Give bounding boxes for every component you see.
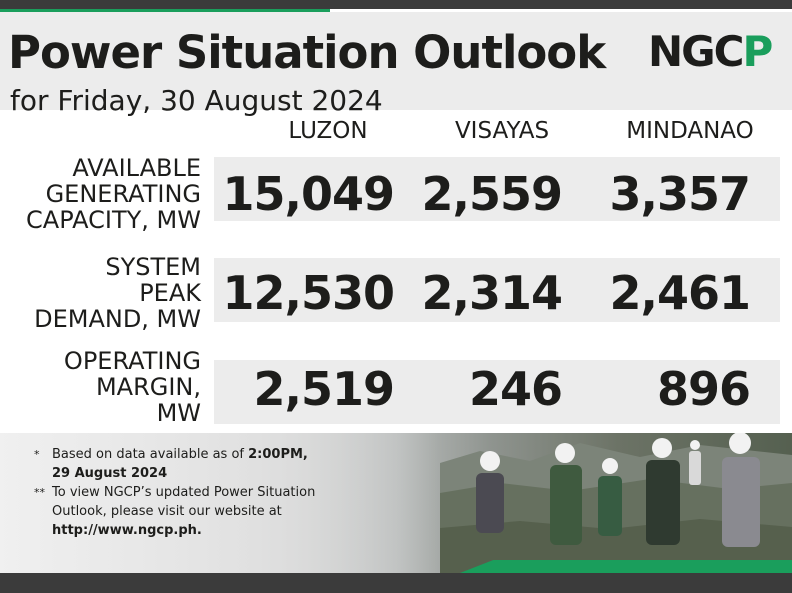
value-mindanao: 3,357 [609, 167, 751, 221]
note-bold-time: 2:00PM, [248, 447, 308, 462]
column-header-luzon: LUZON [288, 118, 368, 144]
footnote-website: ** To view NGCP’s updated Power Situatio… [34, 483, 364, 540]
value-visayas: 246 [468, 362, 563, 416]
row-band [214, 157, 780, 221]
logo-text-green: P [742, 27, 773, 76]
value-luzon: 12,530 [222, 266, 395, 320]
value-luzon: 15,049 [222, 167, 395, 221]
asterisk-mark: * [34, 448, 40, 461]
note-text: Based on data available as of [52, 447, 249, 462]
note-bold-date: 29 August 2024 [52, 466, 168, 481]
bottom-bar [0, 573, 792, 593]
row-label: SYSTEM PEAK DEMAND, MW [34, 253, 201, 333]
linemen-photo-scene [440, 433, 792, 573]
column-header-mindanao: MINDANAO [626, 118, 754, 144]
row-label: OPERATING MARGIN, MW [63, 347, 201, 427]
footnote-data-time: * Based on data available as of 2:00PM, … [34, 445, 364, 483]
page-subtitle: for Friday, 30 August 2024 [10, 84, 383, 117]
note-text: Outlook, please visit our website at [52, 504, 282, 519]
logo-text-dark: NGC [648, 27, 744, 76]
row-label: AVAILABLE GENERATING CAPACITY, MW [26, 154, 201, 234]
workers-figures-icon [476, 433, 760, 547]
footnotes: * Based on data available as of 2:00PM, … [34, 445, 364, 540]
ngcp-logo: NGCP [648, 27, 773, 76]
column-header-visayas: VISAYAS [454, 118, 550, 144]
value-mindanao: 896 [656, 362, 751, 416]
footer-photo-band: * Based on data available as of 2:00PM, … [0, 433, 792, 573]
bottom-accent-stripe [460, 560, 792, 573]
value-mindanao: 2,461 [609, 266, 751, 320]
row-band [214, 360, 780, 424]
footer-fade [0, 433, 440, 573]
value-visayas: 2,559 [421, 167, 563, 221]
top-accent-stripe [0, 9, 330, 12]
top-bar [0, 0, 792, 9]
header: Power Situation Outlook for Friday, 30 A… [0, 12, 792, 117]
value-luzon: 2,519 [253, 362, 395, 416]
note-text: To view NGCP’s updated Power Situation [52, 485, 316, 500]
double-asterisk-mark: ** [34, 486, 45, 499]
row-band [214, 258, 780, 322]
page-title: Power Situation Outlook [8, 26, 606, 79]
value-visayas: 2,314 [421, 266, 563, 320]
website-link: http://www.ngcp.ph. [52, 523, 202, 538]
